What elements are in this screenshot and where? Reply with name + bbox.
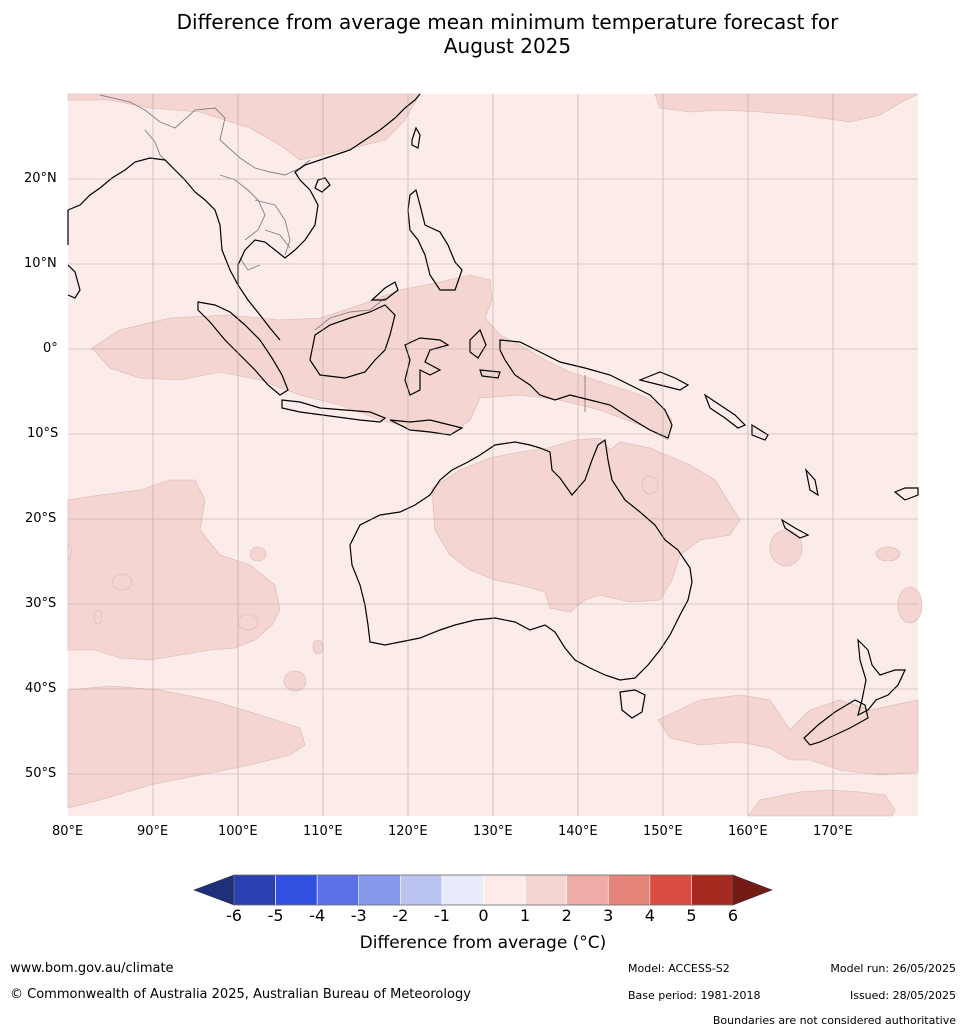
colorbar-extend-high: [732, 874, 773, 906]
colorbar-box: [483, 874, 526, 906]
y-tick-20n: 20°N: [24, 171, 57, 186]
y-tick-20s: 20°S: [25, 511, 57, 526]
colorbar-label: 2: [561, 906, 572, 925]
issued-text: Issued: 28/05/2025: [849, 989, 956, 1002]
colorbar-label: -2: [392, 906, 409, 925]
colorbar-label: -3: [350, 906, 367, 925]
model-text: Model: ACCESS-S2: [628, 962, 730, 975]
y-tick-0: 0°: [43, 341, 58, 356]
colorbar-label: 0: [478, 906, 489, 925]
colorbar-box: [566, 874, 609, 906]
colorbar-label: 6: [727, 906, 739, 925]
x-tick-140e: 140°E: [558, 824, 598, 839]
x-tick-160e: 160°E: [728, 824, 768, 839]
colorbar-label: 5: [686, 906, 697, 925]
colorbar-box: [316, 874, 360, 906]
base-period-text: Base period: 1981-2018: [628, 989, 761, 1002]
x-tick-120e: 120°E: [388, 824, 428, 839]
x-tick-170e: 170°E: [813, 824, 853, 839]
y-tick-10s: 10°S: [27, 426, 59, 441]
coastlines: [67, 93, 919, 746]
colorbar-box: [275, 874, 318, 906]
colorbar-label: 3: [603, 906, 614, 925]
model-run-text: Model run: 26/05/2025: [830, 962, 956, 975]
title-line-2: August 2025: [443, 34, 572, 58]
colorbar-box: [441, 874, 484, 906]
colorbar-label: 4: [644, 906, 655, 925]
colorbar-box: [524, 874, 567, 906]
colorbar-label: 1: [519, 906, 531, 925]
colorbar-outline: [233, 874, 734, 906]
colorbar-box: [400, 874, 443, 906]
chart-title: Difference from average mean minimum tem…: [0, 10, 965, 58]
graticule: [68, 94, 918, 816]
x-tick-90e: 90°E: [137, 824, 169, 839]
colorbar-extend-low: [193, 874, 235, 906]
title-line-1: Difference from average mean minimum tem…: [176, 10, 839, 34]
y-tick-50s: 50°S: [25, 766, 57, 781]
y-tick-40s: 40°S: [25, 681, 57, 696]
y-tick-30s: 30°S: [25, 596, 57, 611]
colorbar-label: -4: [309, 906, 326, 925]
x-tick-150e: 150°E: [643, 824, 683, 839]
colorbar-box: [649, 874, 692, 906]
colorbar-label: -1: [433, 906, 450, 925]
x-tick-110e: 110°E: [303, 824, 343, 839]
y-tick-10n: 10°N: [24, 256, 57, 271]
colorbar-box: [358, 874, 401, 906]
colorbar-title: Difference from average (°C): [359, 933, 607, 953]
x-tick-130e: 130°E: [473, 824, 513, 839]
colorbar-label: -6: [226, 906, 242, 925]
colorbar-box: [607, 874, 651, 906]
colorbar-label: -5: [267, 906, 284, 925]
disclaimer-text: Boundaries are not considered authoritat…: [712, 1014, 956, 1027]
colorbar-box: [691, 874, 734, 906]
colorbar: [193, 874, 773, 906]
copyright-text: © Commonwealth of Australia 2025, Austra…: [10, 987, 471, 1002]
colorbar-box: [233, 874, 276, 906]
x-tick-100e: 100°E: [218, 824, 258, 839]
x-tick-80e: 80°E: [52, 824, 84, 839]
website-text: www.bom.gov.au/climate: [10, 961, 174, 976]
